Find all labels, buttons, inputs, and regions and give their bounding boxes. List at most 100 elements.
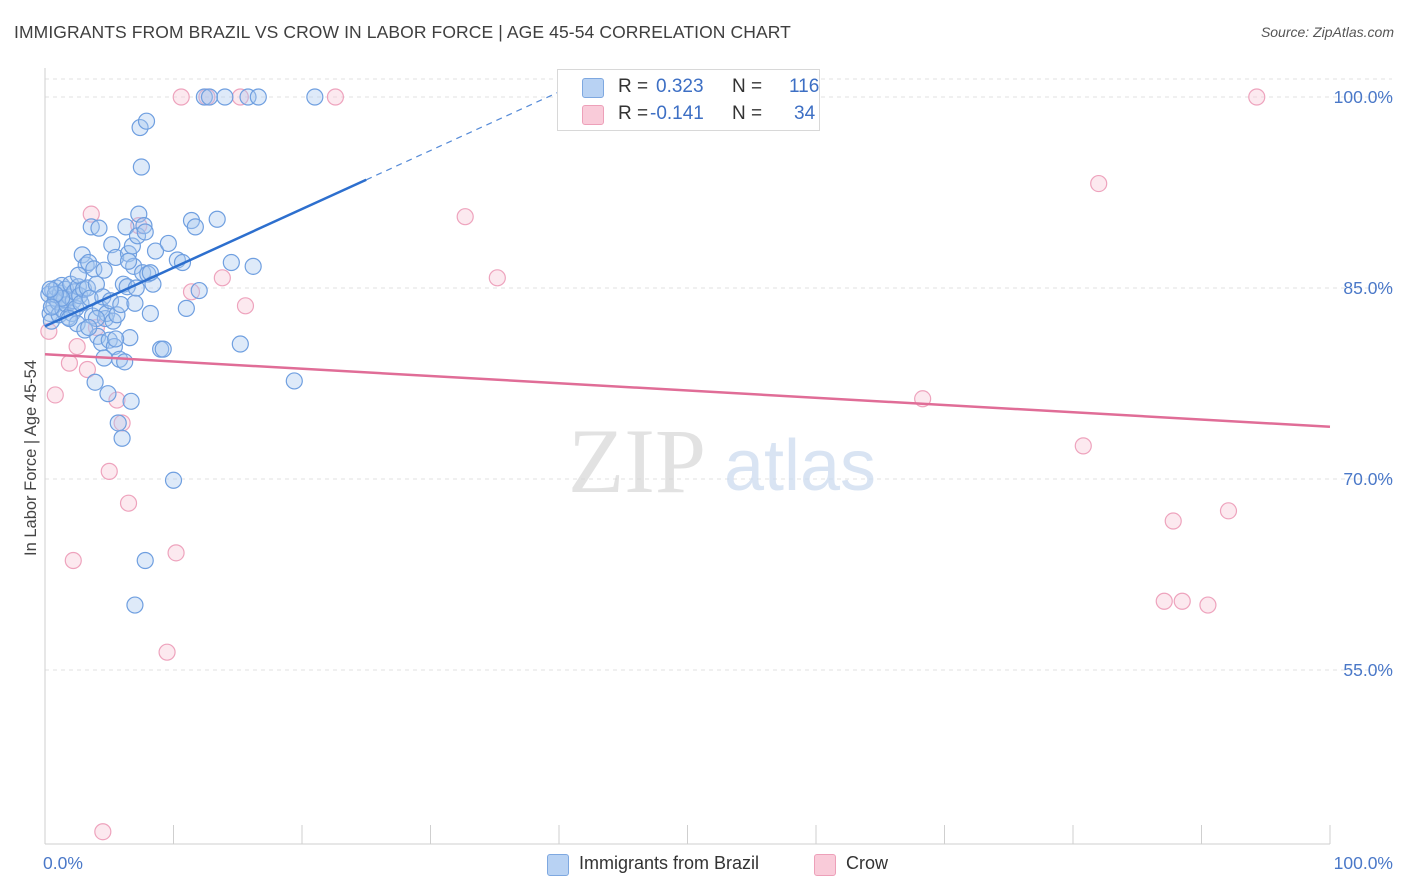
crow-point xyxy=(1199,596,1217,614)
crow-point xyxy=(456,208,474,226)
legend-r-value-crow: -0.141 xyxy=(650,103,704,124)
crow-point xyxy=(108,391,126,409)
brazil-point xyxy=(244,257,262,275)
brazil-point xyxy=(42,298,61,316)
brazil-point xyxy=(69,266,88,284)
brazil-point xyxy=(107,330,125,348)
crow-point xyxy=(46,386,64,404)
brazil-point xyxy=(131,118,149,137)
crow-point xyxy=(488,269,506,287)
source-label: Source: ZipAtlas.com xyxy=(1260,24,1394,40)
brazil-point xyxy=(95,261,113,279)
crow-legend-label: Crow xyxy=(846,853,889,873)
legend-r-label: R = xyxy=(618,76,649,97)
y-tick-label: 100.0% xyxy=(1334,87,1393,107)
brazil-point xyxy=(46,285,64,303)
brazil-point xyxy=(103,236,121,254)
brazil-point xyxy=(249,88,267,106)
brazil-trend-extension xyxy=(366,91,560,181)
crow-point xyxy=(236,297,255,315)
watermark-zip: ZIP xyxy=(568,410,706,512)
brazil-point xyxy=(135,217,153,235)
brazil-point xyxy=(112,295,130,314)
tick-labels: 55.0% 70.0% 85.0% 100.0% 0.0% 100.0% xyxy=(43,87,1393,873)
legend-n-value-crow: 34 xyxy=(794,103,816,124)
axes xyxy=(44,68,1331,845)
crow-point xyxy=(1173,592,1191,610)
brazil-point xyxy=(306,88,324,106)
grid-lines xyxy=(45,78,1392,671)
brazil-point xyxy=(128,227,147,245)
brazil-point xyxy=(208,210,226,228)
y-tick-label: 70.0% xyxy=(1343,469,1393,489)
legend-n-label: N = xyxy=(732,76,763,97)
x-tick-label: 0.0% xyxy=(43,853,83,873)
crow-point xyxy=(158,643,176,661)
correlation-legend: R = 0.323 N = 116 R = -0.141 N = 34 xyxy=(557,69,820,131)
brazil-points xyxy=(40,88,324,614)
legend-n-value-brazil: 116 xyxy=(789,76,820,97)
brazil-point xyxy=(125,257,143,275)
brazil-trend-line xyxy=(44,178,367,328)
crow-point xyxy=(68,337,86,356)
brazil-point xyxy=(136,223,154,241)
brazil-point xyxy=(117,218,135,236)
brazil-point xyxy=(122,392,140,410)
brazil-point xyxy=(141,304,159,323)
chart-title: IMMIGRANTS FROM BRAZIL VS CROW IN LABOR … xyxy=(14,22,791,42)
brazil-point xyxy=(126,294,144,312)
brazil-point xyxy=(200,88,219,106)
brazil-point xyxy=(99,385,117,403)
crow-point xyxy=(64,551,82,570)
crow-swatch xyxy=(582,105,604,125)
watermark-atlas: atlas xyxy=(724,426,876,506)
brazil-point xyxy=(132,158,150,176)
crow-legend-swatch xyxy=(814,854,836,876)
brazil-point xyxy=(137,112,156,130)
crow-point xyxy=(172,88,190,106)
legend-r-value-brazil: 0.323 xyxy=(656,76,704,97)
crow-trend-line xyxy=(44,352,1331,429)
crow-point xyxy=(1164,512,1182,530)
crow-point xyxy=(1074,437,1092,455)
legend-n-label: N = xyxy=(732,103,763,124)
y-axis-label: In Labor Force | Age 45-54 xyxy=(22,360,40,556)
crow-point xyxy=(94,823,112,841)
crow-point xyxy=(60,354,79,372)
brazil-point xyxy=(159,234,177,253)
brazil-point xyxy=(116,353,134,371)
brazil-point xyxy=(222,253,240,272)
brazil-point xyxy=(146,242,165,260)
brazil-point xyxy=(78,279,97,297)
brazil-point xyxy=(231,335,249,353)
brazil-point xyxy=(177,299,195,317)
crow-point xyxy=(1248,88,1266,106)
brazil-point xyxy=(136,551,154,570)
brazil-point xyxy=(126,596,144,614)
brazil-point xyxy=(119,252,138,270)
trend-lines xyxy=(44,91,1331,429)
brazil-point xyxy=(109,414,127,432)
brazil-legend-label: Immigrants from Brazil xyxy=(579,853,760,873)
brazil-legend-swatch xyxy=(547,854,569,876)
crow-point xyxy=(100,462,118,480)
crow-point xyxy=(82,205,100,223)
x-tick-label: 100.0% xyxy=(1334,853,1393,873)
crow-point xyxy=(167,544,185,562)
watermark: ZIP atlas xyxy=(568,410,876,512)
brazil-point xyxy=(216,88,234,106)
brazil-point xyxy=(186,218,204,236)
crow-point xyxy=(78,360,97,379)
brazil-point xyxy=(285,372,303,390)
brazil-point xyxy=(108,306,126,324)
brazil-swatch xyxy=(582,78,604,98)
y-tick-label: 55.0% xyxy=(1343,660,1393,680)
brazil-point xyxy=(190,281,208,300)
crow-points xyxy=(40,88,1266,841)
brazil-point xyxy=(90,219,108,237)
brazil-point xyxy=(164,471,183,489)
brazil-point xyxy=(113,429,131,447)
legend-r-label: R = xyxy=(618,103,649,124)
crow-point xyxy=(1219,502,1238,520)
brazil-point xyxy=(86,373,104,391)
